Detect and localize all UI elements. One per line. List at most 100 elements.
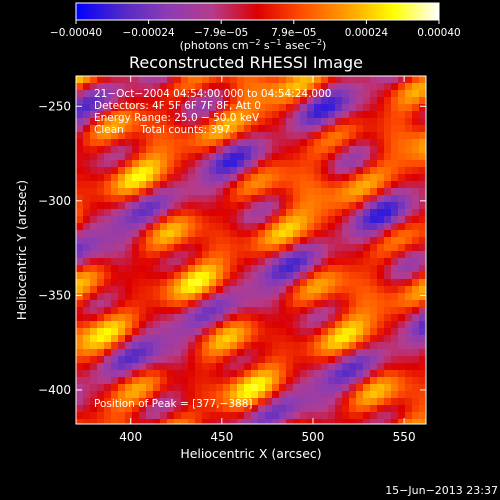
heatmap-cell bbox=[223, 153, 231, 161]
heatmap-cell bbox=[216, 405, 224, 413]
heatmap-cell bbox=[167, 188, 175, 196]
heatmap-cell bbox=[419, 272, 426, 280]
heatmap-cell bbox=[293, 412, 301, 420]
heatmap-cell bbox=[202, 314, 210, 322]
heatmap-cell bbox=[391, 153, 399, 161]
heatmap-cell bbox=[125, 125, 133, 133]
heatmap-cell bbox=[349, 153, 357, 161]
heatmap-cell bbox=[153, 286, 161, 294]
heatmap-cell bbox=[195, 363, 203, 371]
heatmap-cell bbox=[321, 307, 329, 315]
heatmap-cell bbox=[286, 209, 294, 217]
heatmap-cell bbox=[384, 412, 392, 420]
heatmap-cell bbox=[265, 146, 273, 154]
heatmap-cell bbox=[209, 160, 217, 168]
heatmap-cell bbox=[279, 293, 287, 301]
heatmap-cell bbox=[342, 251, 350, 259]
heatmap-cell bbox=[174, 230, 182, 238]
heatmap-cell bbox=[230, 202, 238, 210]
heatmap-cell bbox=[76, 321, 84, 329]
heatmap-cell bbox=[342, 146, 350, 154]
heatmap-cell bbox=[363, 139, 371, 147]
heatmap-cell bbox=[342, 300, 350, 308]
heatmap-cell bbox=[328, 216, 336, 224]
heatmap-cell bbox=[230, 384, 238, 392]
heatmap-cell bbox=[83, 307, 91, 315]
heatmap-cell bbox=[265, 97, 273, 105]
heatmap-cell bbox=[104, 132, 112, 140]
heatmap-cell bbox=[419, 384, 426, 392]
heatmap-cell bbox=[328, 132, 336, 140]
heatmap-cell bbox=[321, 167, 329, 175]
heatmap-cell bbox=[307, 104, 315, 112]
heatmap-cell bbox=[160, 104, 168, 112]
heatmap-cell bbox=[279, 195, 287, 203]
heatmap-cell bbox=[391, 244, 399, 252]
heatmap-cell bbox=[391, 209, 399, 217]
heatmap-cell bbox=[370, 286, 378, 294]
heatmap-cell bbox=[265, 223, 273, 231]
heatmap-cell bbox=[279, 398, 287, 406]
heatmap-cell bbox=[202, 370, 210, 378]
heatmap-cell bbox=[97, 412, 105, 420]
heatmap-cell bbox=[139, 195, 147, 203]
heatmap-cell bbox=[335, 391, 343, 399]
heatmap-cell bbox=[202, 111, 210, 119]
heatmap-cell bbox=[398, 335, 406, 343]
heatmap-cell bbox=[132, 314, 140, 322]
heatmap-cell bbox=[314, 174, 322, 182]
heatmap-cell bbox=[174, 384, 182, 392]
heatmap-cell bbox=[97, 146, 105, 154]
heatmap-cell bbox=[90, 286, 98, 294]
heatmap-cell bbox=[160, 328, 168, 336]
heatmap-cell bbox=[398, 132, 406, 140]
heatmap-cell bbox=[349, 223, 357, 231]
heatmap-cell bbox=[412, 76, 420, 84]
heatmap-cell bbox=[111, 83, 119, 91]
heatmap-cell bbox=[293, 321, 301, 329]
heatmap-cell bbox=[321, 174, 329, 182]
heatmap-cell bbox=[363, 419, 371, 424]
heatmap-cell bbox=[125, 181, 133, 189]
heatmap-cell bbox=[118, 391, 126, 399]
heatmap-cell bbox=[160, 223, 168, 231]
heatmap-cell bbox=[181, 97, 189, 105]
heatmap-cell bbox=[419, 391, 426, 399]
heatmap-cell bbox=[97, 132, 105, 140]
heatmap-cell bbox=[90, 76, 98, 84]
heatmap-cell bbox=[237, 363, 245, 371]
heatmap-cell bbox=[335, 412, 343, 420]
heatmap-cell bbox=[125, 139, 133, 147]
heatmap-cell bbox=[300, 146, 308, 154]
heatmap-cell bbox=[279, 363, 287, 371]
heatmap-cell bbox=[265, 258, 273, 266]
heatmap-cell bbox=[293, 167, 301, 175]
heatmap-cell bbox=[104, 321, 112, 329]
heatmap-cell bbox=[307, 146, 315, 154]
heatmap-cell bbox=[160, 216, 168, 224]
heatmap-cell bbox=[167, 97, 175, 105]
heatmap-cell bbox=[237, 335, 245, 343]
heatmap-cell bbox=[307, 391, 315, 399]
heatmap-cell bbox=[188, 335, 196, 343]
heatmap-cell bbox=[307, 188, 315, 196]
heatmap-cell bbox=[391, 139, 399, 147]
heatmap-cell bbox=[307, 111, 315, 119]
heatmap-cell bbox=[272, 125, 280, 133]
heatmap-cell bbox=[90, 209, 98, 217]
heatmap-cell bbox=[272, 342, 280, 350]
heatmap-cell bbox=[384, 244, 392, 252]
heatmap-cell bbox=[335, 384, 343, 392]
heatmap-cell bbox=[209, 377, 217, 385]
heatmap-cell bbox=[286, 160, 294, 168]
heatmap-cell bbox=[209, 76, 217, 84]
heatmap-cell bbox=[300, 83, 308, 91]
heatmap-cell bbox=[209, 188, 217, 196]
heatmap-cell bbox=[83, 230, 91, 238]
heatmap-cell bbox=[97, 118, 105, 126]
heatmap-cell bbox=[76, 202, 84, 210]
heatmap-cell bbox=[384, 83, 392, 91]
heatmap-cell bbox=[132, 132, 140, 140]
heatmap-cell bbox=[307, 412, 315, 420]
heatmap-cell bbox=[244, 111, 252, 119]
